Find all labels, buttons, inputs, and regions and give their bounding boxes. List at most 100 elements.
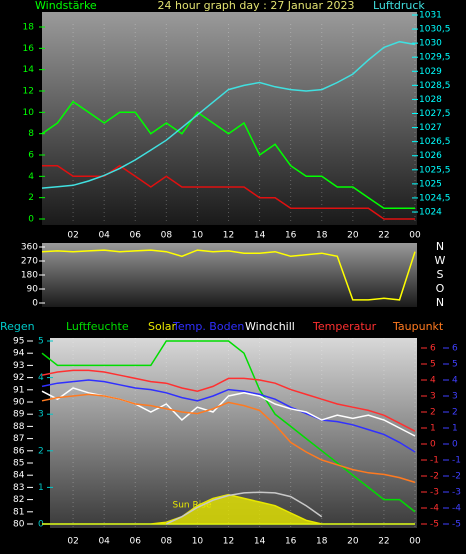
x-tick-label: 22	[378, 231, 389, 241]
y-tick-label: 1	[452, 424, 458, 434]
x-tick-label: 00	[409, 537, 421, 547]
y-tick-label: 1026	[419, 151, 442, 161]
x-tick-label: 18	[316, 231, 328, 241]
y-tick-label: 8	[28, 129, 34, 139]
x-tick-label: 00	[409, 231, 421, 241]
y-tick-label: 3	[430, 392, 436, 402]
y-tick-label: 92	[13, 373, 24, 383]
legend-label: Temp. Boden	[172, 320, 244, 333]
legend-label: Temperatur	[312, 320, 377, 333]
y-tick-label: -3	[430, 488, 439, 498]
y-tick-label: 6	[452, 344, 458, 354]
y-tick-label: 6	[430, 344, 436, 354]
y-tick-label: 88	[13, 422, 25, 432]
y-tick-label: 4	[38, 373, 44, 383]
y-tick-label: 2	[452, 408, 458, 418]
y-tick-label: 18	[23, 23, 35, 33]
y-tick-label: -3	[452, 488, 461, 498]
y-tick-label: 84	[13, 471, 25, 481]
y-tick-label: 360	[21, 243, 38, 253]
legend-label: Regen	[0, 320, 35, 333]
y-tick-label: 91	[13, 385, 24, 395]
y-tick-label: 1	[430, 424, 436, 434]
series-line	[41, 249, 416, 301]
y-tick-label: 1031	[419, 11, 442, 21]
series-line	[42, 164, 415, 220]
y-tick-label: 1	[38, 483, 44, 493]
legend-label: Luftdruck	[373, 0, 425, 12]
x-tick-label: 12	[223, 537, 234, 547]
y-tick-label: 2	[28, 193, 34, 203]
x-tick-label: 14	[254, 231, 266, 241]
y-tick-label: 1028,5	[419, 81, 451, 91]
legend-label: Windstärke	[35, 0, 97, 12]
y-tick-label: 0	[452, 440, 458, 450]
y-tick-label: 82	[13, 495, 24, 505]
y-tick-label: -4	[430, 504, 439, 514]
y-tick-label: 2	[430, 408, 436, 418]
y-tick-label: 94	[13, 349, 25, 359]
series-line	[41, 379, 416, 453]
series-line	[41, 369, 416, 432]
y-tick-label: 14	[23, 65, 35, 75]
y-tick-label: 1024,5	[419, 193, 451, 203]
y-tick-label: -5	[452, 520, 461, 530]
legend-label: Solar	[148, 320, 177, 333]
x-tick-label: 16	[285, 231, 297, 241]
x-tick-label: 10	[192, 537, 204, 547]
series-line	[41, 393, 416, 484]
y-tick-label: 5	[430, 360, 436, 370]
plot-area	[42, 243, 417, 307]
series-line	[41, 100, 415, 210]
x-tick-label: 12	[223, 231, 234, 241]
y-tick-label: 4	[452, 376, 458, 386]
y-tick-label: 3	[38, 410, 44, 420]
y-tick-label: 1025	[419, 179, 442, 189]
y-tick-label: 1024	[419, 208, 442, 218]
y-tick-label: -2	[430, 472, 439, 482]
legend-label: Luftfeuchte	[66, 320, 129, 333]
x-tick-label: 20	[347, 537, 359, 547]
series-line	[41, 340, 416, 513]
x-tick-label: 14	[254, 537, 266, 547]
y-tick-label: 90	[27, 285, 39, 295]
x-tick-label: 22	[378, 537, 389, 547]
x-tick-label: 18	[316, 537, 328, 547]
y-tick-label: 1028	[419, 95, 442, 105]
y-tick-label: 0	[28, 215, 34, 225]
y-tick-label: 3	[452, 392, 458, 402]
y-tick-label: 87	[13, 434, 24, 444]
x-tick-label: 02	[67, 537, 78, 547]
series-line	[42, 493, 415, 525]
y-tick-label: 90	[13, 398, 25, 408]
y-tick-label: 270	[21, 257, 38, 267]
y-tick-label: 1029,5	[419, 53, 451, 63]
y-tick-label: 0	[430, 440, 436, 450]
annotation: Sun Rise	[173, 501, 212, 511]
x-tick-label: 08	[161, 537, 173, 547]
y-tick-label: 180	[21, 271, 38, 281]
y-tick-label: 85	[13, 459, 24, 469]
y-tick-label: 10	[23, 108, 35, 118]
y-tick-label: 1025,5	[419, 165, 451, 175]
y-tick-label: 5	[452, 360, 458, 370]
direction-label: W	[435, 254, 446, 267]
x-tick-label: 02	[67, 231, 78, 241]
y-tick-label: 5	[38, 337, 44, 347]
y-tick-label: 1030	[419, 39, 442, 49]
direction-label: S	[437, 268, 444, 281]
series-line	[165, 491, 323, 525]
legend-label: Windchill	[245, 320, 295, 333]
y-tick-label: 6	[28, 151, 34, 161]
direction-label: O	[436, 282, 445, 295]
y-tick-label: -4	[452, 504, 461, 514]
y-tick-label: 93	[13, 361, 24, 371]
x-tick-label: 04	[98, 231, 110, 241]
y-tick-label: -1	[430, 456, 439, 466]
series-line	[41, 40, 416, 189]
y-tick-label: 95	[13, 337, 24, 347]
y-tick-label: 0	[38, 520, 44, 530]
y-tick-label: -2	[452, 472, 461, 482]
x-tick-label: 16	[285, 537, 297, 547]
